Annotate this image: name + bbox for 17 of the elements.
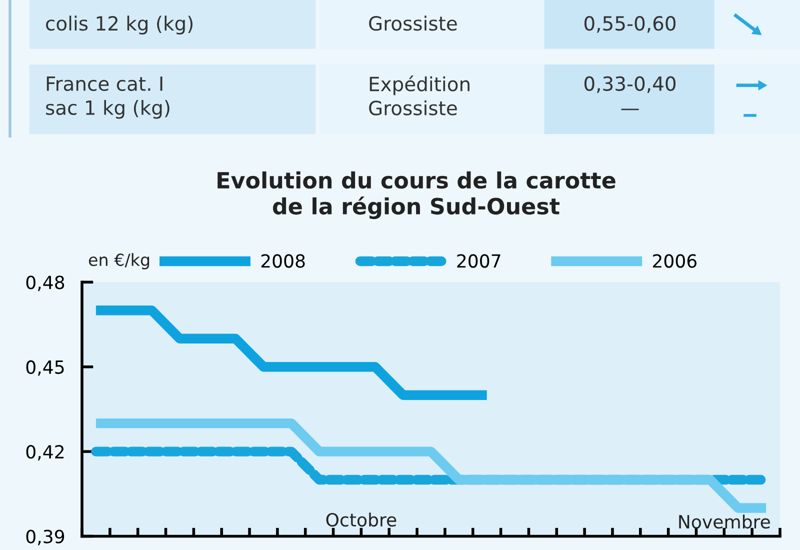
legend-label: 2007	[457, 254, 500, 268]
text: France cat. I sac 1 kg (kg)	[46, 76, 170, 119]
y-tick-label: 0,45	[26, 360, 64, 376]
legend-label: 2008	[261, 254, 305, 268]
chart-title: Evolution du cours de la carotte de la région Sud-Ouest	[218, 171, 616, 220]
legend-label: 2006	[653, 254, 696, 268]
text: colis 12 kg (kg)	[46, 16, 193, 34]
y-tick-label: 0,42	[26, 445, 64, 461]
text: Grossiste	[369, 16, 457, 31]
annotation: Novembre	[679, 514, 770, 529]
text: Expédition Grossiste	[369, 76, 470, 116]
text: 0,55-0,60	[584, 16, 676, 33]
y-axis-title: en €/kg	[88, 253, 150, 270]
y-tick-label: 0,39	[26, 530, 64, 546]
text: 0,33-0,40 —	[584, 76, 676, 110]
y-tick-label: 0,48	[26, 276, 64, 292]
annotation: Octobre	[326, 512, 396, 527]
